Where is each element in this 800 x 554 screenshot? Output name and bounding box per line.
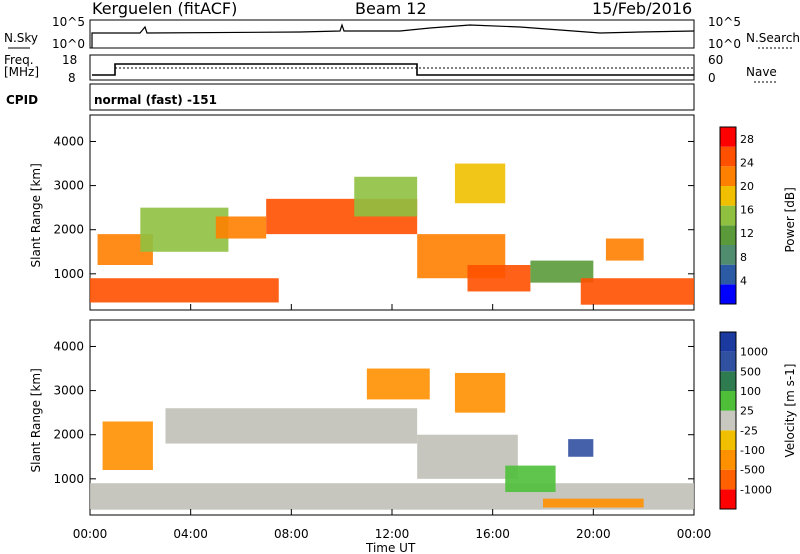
noise-panel: N.Sky 10^5 10^0 10^5 10^0 N.Search — [4, 15, 800, 51]
colorbar-cell — [720, 264, 736, 285]
colorbar-cell — [720, 127, 736, 147]
echo-region — [467, 265, 531, 292]
freq-label-2: [MHz] — [4, 65, 39, 79]
colorbar-cell — [720, 225, 736, 245]
colorbar-cell — [720, 245, 736, 265]
beam-title: Beam 12 — [355, 0, 427, 18]
colorbar-tick-label: 28 — [740, 133, 754, 146]
y-tick-label: 3000 — [53, 179, 84, 193]
colorbar-tick-label: 16 — [740, 204, 754, 217]
x-tick-label: 00:00 — [677, 527, 712, 541]
freq-panel: Freq. [MHz] 18 8 60 0 Nave — [4, 53, 777, 85]
echo-region — [90, 278, 279, 303]
colorbar-label: Velocity [m s-1] — [783, 364, 797, 458]
freq-line — [92, 63, 694, 76]
colorbar-tick-label: -1000 — [740, 483, 772, 496]
colorbar-cell — [720, 351, 736, 372]
date-title: 15/Feb/2016 — [592, 0, 692, 18]
x-tick-label: 16:00 — [475, 527, 510, 541]
colorbar-tick-label: -500 — [740, 464, 765, 477]
power-panel: 1000 2000 3000 4000 Slant Range [km] 4 8 12 16 20… — [29, 114, 797, 311]
colorbar-tick-label: 12 — [740, 227, 754, 240]
colorbar-cell — [720, 391, 736, 411]
colorbar-cell — [720, 186, 736, 206]
freq-label-1: Freq. — [4, 53, 34, 67]
y-tick-label: 2000 — [53, 223, 84, 237]
colorbar-label: Power [dB] — [783, 187, 797, 252]
colorbar-cell — [720, 469, 736, 490]
echo-region — [102, 421, 153, 470]
echo-region — [165, 408, 418, 444]
echo-region — [417, 434, 518, 479]
time-axis: 00:00 04:00 08:00 12:00 16:00 20:00 00:00 — [73, 527, 712, 541]
colorbar-cell — [720, 450, 736, 470]
radar-title: Kerguelen (fitACF) — [92, 0, 237, 18]
echo-region — [580, 278, 694, 305]
x-tick-label: 04:00 — [173, 527, 208, 541]
echo-region — [454, 372, 506, 413]
colorbar-tick-label: -100 — [740, 444, 765, 457]
colorbar-cell — [720, 430, 736, 450]
colorbar-tick-label: 8 — [740, 251, 747, 264]
noise-right-label: N.Search — [746, 31, 800, 45]
colorbar-tick-label: 24 — [740, 156, 754, 169]
cpid-row: CPID normal (fast) -151 — [6, 83, 695, 111]
colorbar-cell — [720, 410, 736, 431]
colorbar-tick-label: 1000 — [740, 346, 768, 359]
y-axis-label: Slant Range [km] — [29, 368, 43, 472]
y-tick-label: 4000 — [53, 339, 84, 353]
y-tick-label: 2000 — [53, 428, 84, 442]
echo-region — [543, 498, 644, 508]
noise-left-tick-top: 10^5 — [52, 15, 85, 29]
noise-sky-line — [91, 23, 695, 48]
nave-label: Nave — [746, 65, 777, 79]
y-tick-label: 3000 — [53, 384, 84, 398]
cpid-text: normal (fast) -151 — [94, 93, 217, 107]
x-tick-label: 20:00 — [576, 527, 611, 541]
echo-region — [366, 368, 430, 400]
colorbar-cell — [720, 146, 736, 167]
colorbar-cell — [720, 284, 736, 304]
freq-tick-bottom: 8 — [68, 71, 76, 85]
colorbar-tick-label: 25 — [740, 405, 754, 418]
x-tick-label: 00:00 — [73, 527, 108, 541]
colorbar-cell — [720, 489, 736, 509]
y-axis-label: Slant Range [km] — [29, 163, 43, 267]
colorbar-frame — [719, 126, 737, 305]
echo-region — [505, 465, 556, 493]
colorbar-cell — [720, 205, 736, 226]
cpid-label: CPID — [6, 93, 38, 107]
colorbar-frame — [719, 331, 737, 510]
noise-right-tick-bottom: 10^0 — [708, 37, 741, 51]
y-tick-label: 1000 — [53, 267, 84, 281]
colorbar-tick-label: -25 — [740, 424, 758, 437]
colorbar-tick-label: 500 — [740, 365, 761, 378]
nave-tick-bottom: 0 — [708, 71, 716, 85]
echo-region — [354, 176, 418, 217]
x-tick-label: 08:00 — [274, 527, 309, 541]
nave-tick-top: 60 — [708, 53, 723, 67]
y-tick-label: 1000 — [53, 472, 84, 486]
colorbar-tick-label: 100 — [740, 385, 761, 398]
echo-region — [605, 238, 644, 261]
noise-right-tick-top: 10^5 — [708, 15, 741, 29]
colorbar-cell — [720, 166, 736, 186]
colorbar-tick-label: 4 — [740, 274, 747, 287]
echo-region — [215, 216, 267, 239]
echo-region — [568, 439, 594, 457]
noise-left-tick-bottom: 10^0 — [52, 37, 85, 51]
colorbar-cell — [720, 332, 736, 352]
colorbar-tick-label: 20 — [740, 180, 754, 193]
x-axis-label: Time UT — [365, 541, 416, 554]
freq-tick-top: 18 — [62, 53, 77, 67]
colorbar-cell — [720, 371, 736, 391]
noise-left-label: N.Sky — [4, 31, 38, 45]
echo-region — [454, 163, 506, 204]
y-tick-label: 4000 — [53, 134, 84, 148]
x-tick-label: 12:00 — [375, 527, 410, 541]
echo-region — [140, 207, 229, 252]
velocity-panel: 1000 2000 3000 4000 Slant Range [km] 1000 500 1… — [29, 319, 797, 516]
echo-region — [530, 260, 594, 283]
